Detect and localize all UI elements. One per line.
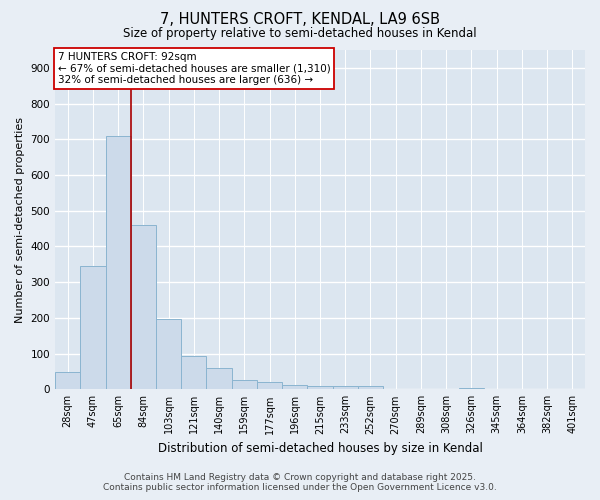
X-axis label: Distribution of semi-detached houses by size in Kendal: Distribution of semi-detached houses by … (158, 442, 482, 455)
Bar (358, 386, 383, 390)
Bar (206, 368, 232, 390)
Text: Contains HM Land Registry data © Crown copyright and database right 2025.
Contai: Contains HM Land Registry data © Crown c… (103, 473, 497, 492)
Bar (55, 372, 80, 390)
Bar (459, 388, 484, 390)
Bar (80, 266, 106, 390)
Bar (257, 382, 282, 390)
Bar (131, 225, 156, 390)
Bar (282, 384, 307, 390)
Bar (332, 386, 358, 390)
Bar (156, 318, 181, 390)
Y-axis label: Number of semi-detached properties: Number of semi-detached properties (15, 116, 25, 322)
Text: 7 HUNTERS CROFT: 92sqm
← 67% of semi-detached houses are smaller (1,310)
32% of : 7 HUNTERS CROFT: 92sqm ← 67% of semi-det… (58, 52, 331, 85)
Bar (106, 136, 131, 390)
Bar (232, 380, 257, 390)
Text: 7, HUNTERS CROFT, KENDAL, LA9 6SB: 7, HUNTERS CROFT, KENDAL, LA9 6SB (160, 12, 440, 28)
Bar (307, 386, 332, 390)
Text: Size of property relative to semi-detached houses in Kendal: Size of property relative to semi-detach… (123, 28, 477, 40)
Bar (181, 356, 206, 390)
